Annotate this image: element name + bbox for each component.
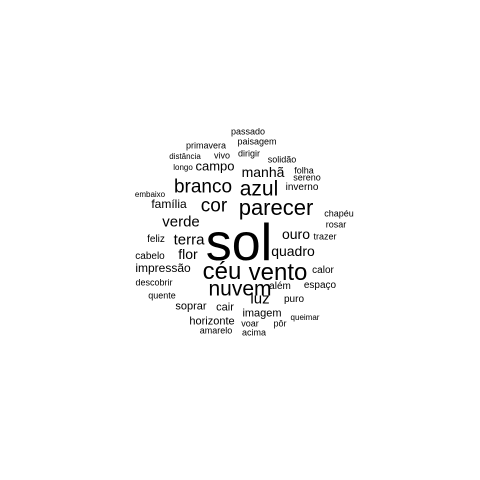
word-cloud-word: inverno [285,182,319,193]
word-cloud-word: distância [169,152,201,161]
word-cloud-word: voar [241,318,259,329]
word-cloud-word: embaixo [134,190,166,199]
word-cloud-word: feliz [147,234,165,245]
word-cloud-word: céu [202,258,242,285]
word-cloud-word: cabelo [135,251,165,262]
word-cloud-word: pôr [273,318,287,329]
word-cloud-word: quadro [271,243,315,259]
word-cloud-word: espaço [303,280,337,291]
word-cloud-word: vivo [213,150,231,161]
word-cloud-word: branco [173,176,233,198]
word-cloud-word: puro [283,294,305,305]
word-cloud-word: sereno [293,172,321,183]
word-cloud-word: soprar [175,300,207,313]
word-cloud-word: horizonte [189,315,235,328]
word-cloud-word: vento [248,259,308,286]
word-cloud-word: imagem [242,307,282,320]
word-cloud-word: acima [241,327,267,338]
word-cloud-word: sol [205,214,273,272]
word-cloud-word: nuvem [208,277,272,301]
word-cloud-word: quente [148,290,176,301]
word-cloud-word: amarelo [199,325,233,336]
word-cloud-word: queimar [290,313,320,322]
word-cloud-word: terra [173,231,205,249]
word-cloud-word: parecer [238,195,314,220]
word-cloud-word: cair [216,301,234,314]
word-cloud-word: manhã [241,164,285,180]
word-cloud-word: trazer [313,231,337,242]
word-cloud-word: luz [250,290,270,308]
word-cloud-word: além [269,281,291,292]
word-cloud-word: ouro [281,226,311,242]
word-cloud-word: passado [230,126,266,137]
word-cloud-word: calor [312,265,334,276]
word-cloud-word: azul [239,177,279,201]
word-cloud-word: paisagem [237,136,277,147]
word-cloud-word: dirigir [237,148,261,159]
word-cloud-word: cor [200,195,228,217]
word-cloud-word: impressão [135,261,191,275]
word-cloud-word: campo [195,158,235,174]
word-cloud-word: descobrir [135,277,173,288]
word-cloud-word: primavera [185,140,227,151]
word-cloud-word: folha [294,165,314,176]
word-cloud-word: família [151,197,187,211]
word-cloud-word: longo [173,163,193,172]
word-cloud-word: chapéu [324,208,354,219]
word-cloud-word: rosar [325,219,347,230]
word-cloud-word: solidão [267,154,297,165]
word-cloud-word: flor [178,246,198,262]
word-cloud-word: verde [162,213,200,231]
